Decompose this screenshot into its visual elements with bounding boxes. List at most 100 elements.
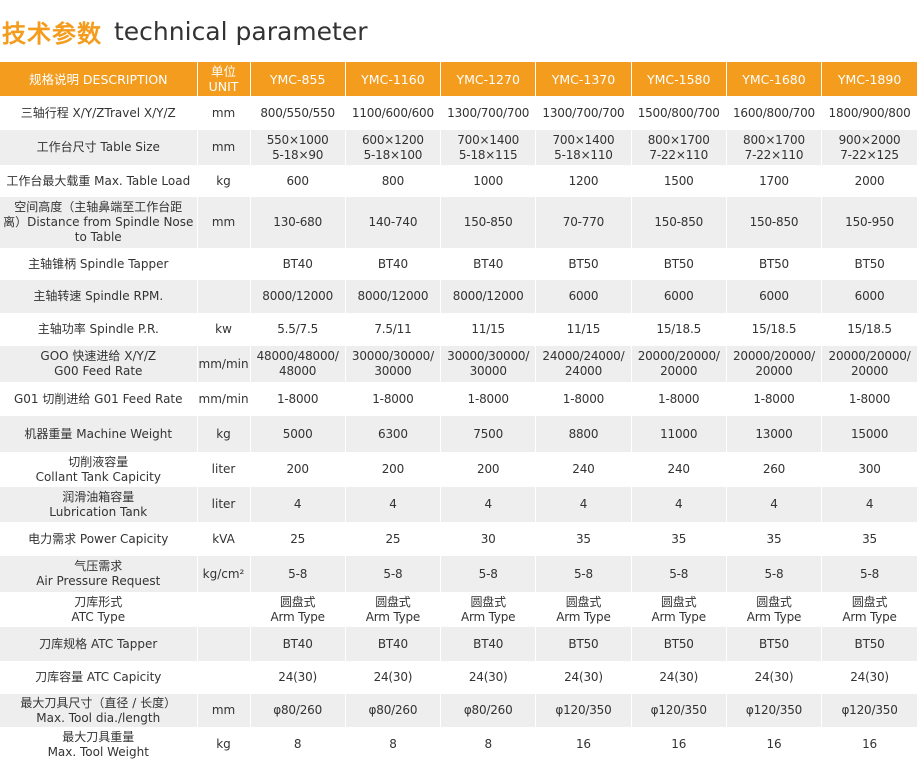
- row-value: 300: [821, 452, 917, 487]
- row-value: 600×1200 5-18×100: [345, 130, 442, 165]
- row-value: 24(30): [821, 661, 917, 694]
- row-value: 35: [726, 522, 823, 556]
- row-value: 1-8000: [631, 382, 727, 416]
- row-description: 工作台最大载重 Max. Table Load: [0, 165, 198, 197]
- row-value: 16: [726, 727, 823, 762]
- row-description: 三轴行程 X/Y/ZTravel X/Y/Z: [0, 96, 198, 130]
- row-unit: kg: [197, 727, 251, 762]
- row-unit: mm/min: [197, 382, 251, 416]
- row-value: 130-680: [250, 197, 346, 248]
- row-value: 6000: [726, 280, 823, 313]
- row-description: 主轴锥柄 Spindle Tapper: [0, 248, 198, 280]
- row-description: 气压需求 Air Pressure Request: [0, 556, 198, 592]
- row-unit: [197, 627, 251, 661]
- row-unit: liter: [197, 452, 251, 487]
- row-unit: kw: [197, 313, 251, 346]
- row-value: 7.5/11: [345, 313, 442, 346]
- row-value: 1100/600/600: [345, 96, 442, 130]
- row-value: 圆盘式 Arm Type: [821, 592, 917, 627]
- table-body: 三轴行程 X/Y/ZTravel X/Y/Z mm 800/550/550 1100/…: [0, 96, 917, 762]
- row-value: 8800: [535, 416, 632, 452]
- row-value: 1700: [726, 165, 823, 197]
- table-row: 最大刀具重量 Max. Tool Weight kg 8 8 8 16 16 16 16: [0, 727, 917, 762]
- row-value: 4: [821, 487, 917, 522]
- row-value: 900×2000 7-22×125: [821, 130, 917, 165]
- table-row: G01 切削进给 G01 Feed Rate mm/min 1-8000 1-8000…: [0, 382, 917, 416]
- row-value: BT50: [821, 627, 917, 661]
- page-title: 技术参数 technical parameter: [0, 0, 917, 62]
- header-unit: 单位 UNIT: [197, 62, 251, 96]
- row-value: 1500: [631, 165, 727, 197]
- row-value: 16: [631, 727, 727, 762]
- row-value: 6000: [535, 280, 632, 313]
- row-value: 140-740: [345, 197, 442, 248]
- table-row: GOO 快速进给 X/Y/Z G00 Feed Rate mm/min 48000/…: [0, 346, 917, 382]
- table-row: 切削液容量 Collant Tank Capicity liter 200 200 20…: [0, 452, 917, 487]
- row-value: 240: [535, 452, 632, 487]
- row-value: 8: [440, 727, 537, 762]
- row-value: 1-8000: [821, 382, 917, 416]
- row-description: 机器重量 Machine Weight: [0, 416, 198, 452]
- row-value: BT40: [250, 627, 346, 661]
- title-chinese: 技术参数: [2, 19, 102, 48]
- row-value: 4: [726, 487, 823, 522]
- table-row: 工作台尺寸 Table Size mm 550×1000 5-18×90 600×12…: [0, 130, 917, 165]
- row-value: 5-8: [535, 556, 632, 592]
- row-description: 主轴转速 Spindle RPM.: [0, 280, 198, 313]
- row-value: BT50: [726, 248, 823, 280]
- row-value: 70-770: [535, 197, 632, 248]
- row-value: 260: [726, 452, 823, 487]
- row-value: 7500: [440, 416, 537, 452]
- row-value: 24(30): [726, 661, 823, 694]
- header-model: YMC-1270: [440, 62, 537, 96]
- row-unit: mm: [197, 694, 251, 727]
- spec-table: 规格说明 DESCRIPTION 单位 UNIT YMC-855 YMC-116…: [0, 62, 917, 762]
- row-description: G01 切削进给 G01 Feed Rate: [0, 382, 198, 416]
- row-unit: [197, 661, 251, 694]
- row-value: 5-8: [821, 556, 917, 592]
- row-value: 30000/30000/ 30000: [440, 346, 537, 382]
- row-value: 200: [440, 452, 537, 487]
- row-value: 11/15: [440, 313, 537, 346]
- row-value: 15/18.5: [631, 313, 727, 346]
- row-value: BT50: [726, 627, 823, 661]
- row-value: 1-8000: [726, 382, 823, 416]
- row-unit: kg: [197, 416, 251, 452]
- row-value: 150-850: [440, 197, 537, 248]
- header-model: YMC-1580: [631, 62, 727, 96]
- table-row: 气压需求 Air Pressure Request kg/cm² 5-8 5-8 5-8…: [0, 556, 917, 592]
- row-value: 20000/20000/ 20000: [726, 346, 823, 382]
- row-value: φ80/260: [250, 694, 346, 727]
- row-value: 11000: [631, 416, 727, 452]
- row-unit: mm: [197, 96, 251, 130]
- row-value: BT50: [535, 627, 632, 661]
- row-value: 1-8000: [250, 382, 346, 416]
- row-value: 35: [821, 522, 917, 556]
- row-value: φ80/260: [440, 694, 537, 727]
- header-model: YMC-855: [250, 62, 346, 96]
- row-value: 4: [345, 487, 442, 522]
- row-value: 25: [345, 522, 442, 556]
- row-value: 800: [345, 165, 442, 197]
- row-value: 16: [535, 727, 632, 762]
- row-value: φ120/350: [631, 694, 727, 727]
- row-value: BT50: [821, 248, 917, 280]
- row-value: 8000/12000: [440, 280, 537, 313]
- table-row: 电力需求 Power Capicity kVA 25 25 30 35 35 35 35: [0, 522, 917, 556]
- row-value: 800/550/550: [250, 96, 346, 130]
- table-row: 主轴转速 Spindle RPM. 8000/12000 8000/12000 800…: [0, 280, 917, 313]
- row-unit: [197, 280, 251, 313]
- row-value: 11/15: [535, 313, 632, 346]
- row-value: 24(30): [440, 661, 537, 694]
- row-description: 润滑油箱容量 Lubrication Tank: [0, 487, 198, 522]
- row-description: 刀库容量 ATC Capicity: [0, 661, 198, 694]
- row-value: 15/18.5: [821, 313, 917, 346]
- row-description: GOO 快速进给 X/Y/Z G00 Feed Rate: [0, 346, 198, 382]
- row-value: 24(30): [250, 661, 346, 694]
- row-description: 刀库规格 ATC Tapper: [0, 627, 198, 661]
- row-value: 5-8: [250, 556, 346, 592]
- row-unit: mm: [197, 130, 251, 165]
- row-value: 5.5/7.5: [250, 313, 346, 346]
- row-value: 5-8: [345, 556, 442, 592]
- table-row: 最大刀具尺寸（直径 / 长度） Max. Tool dia./length mm φ…: [0, 694, 917, 727]
